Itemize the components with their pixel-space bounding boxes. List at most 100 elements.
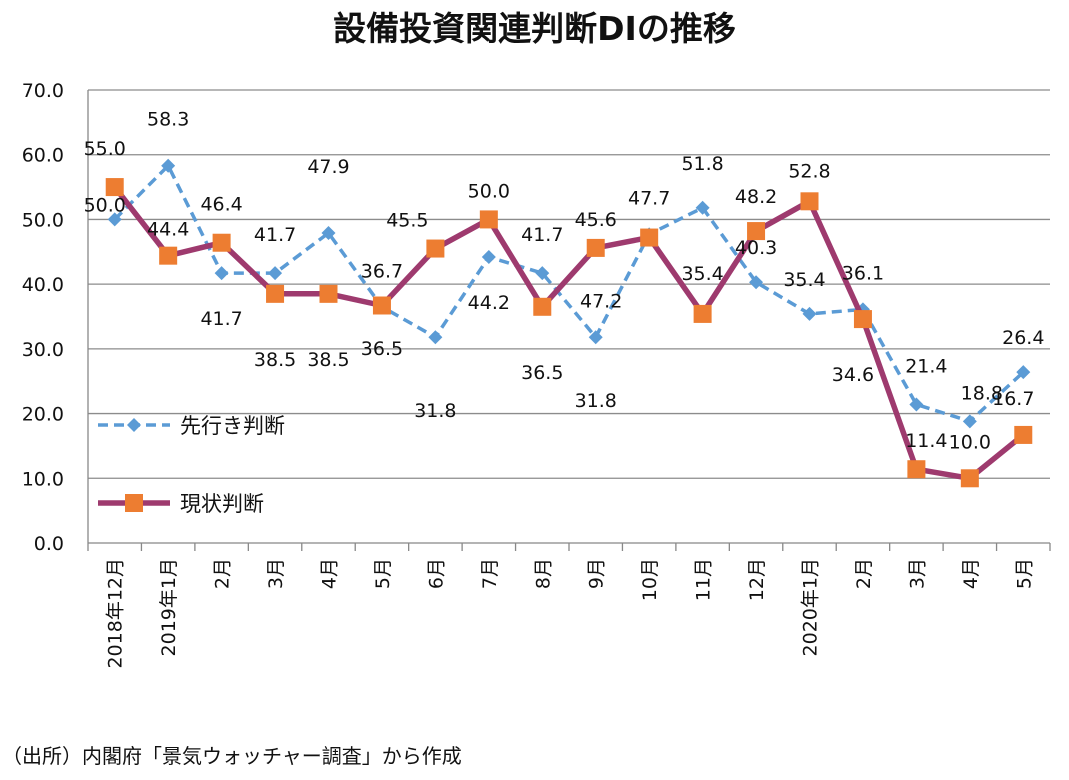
data-label-current: 35.4 [681, 263, 723, 285]
source-note: （出所）内閣府「景気ウォッチャー調査」から作成 [2, 744, 462, 768]
data-point-current [693, 304, 712, 323]
data-point-current [1014, 425, 1033, 444]
y-tick-label: 20.0 [22, 404, 64, 426]
data-point-future [588, 330, 603, 345]
data-point-future [802, 306, 817, 321]
x-tick-label: 11月 [693, 558, 715, 601]
x-tick-label: 2020年1月 [800, 558, 822, 656]
data-point-future [695, 200, 710, 215]
y-tick-label: 70.0 [22, 80, 64, 102]
data-label-current: 16.7 [992, 388, 1034, 410]
series-group [105, 158, 1033, 488]
data-label-current: 36.7 [361, 260, 403, 282]
data-point-current [960, 469, 979, 488]
data-label-future: 35.4 [783, 269, 825, 291]
x-tick-label: 10月 [639, 558, 661, 601]
x-tick-label: 5月 [372, 558, 394, 589]
x-tick-label: 3月 [906, 558, 928, 589]
y-tick-label: 0.0 [34, 533, 64, 555]
data-label-future: 36.1 [842, 262, 884, 284]
x-tick-label: 9月 [586, 558, 608, 589]
x-tick-label: 2月 [212, 558, 234, 589]
data-label-future: 31.8 [414, 400, 456, 422]
data-label-current: 52.8 [788, 160, 830, 182]
legend-label-future: 先行き判断 [180, 414, 285, 438]
data-point-current [533, 297, 552, 316]
y-tick-label: 60.0 [22, 145, 64, 167]
data-label-current: 45.6 [575, 209, 617, 231]
data-point-current [479, 210, 498, 229]
data-label-future: 21.4 [905, 356, 947, 378]
data-point-future [535, 266, 550, 281]
x-tick-label: 5月 [1013, 558, 1035, 589]
data-label-future: 41.7 [521, 224, 563, 246]
data-label-current: 10.0 [949, 431, 991, 453]
data-label-current: 45.5 [386, 210, 428, 232]
data-point-current [907, 460, 926, 479]
data-point-future [962, 414, 977, 429]
data-labels: 50.0 58.3 41.7 41.7 47.9 36.5 31.8 44.2 41.7 31.8… [84, 109, 1045, 454]
data-label-future: 36.5 [361, 338, 403, 360]
data-point-current [747, 222, 766, 241]
data-label-future: 47.9 [307, 156, 349, 178]
data-point-future [268, 266, 283, 281]
legend-marker-future [127, 418, 141, 432]
data-point-current [212, 233, 231, 252]
data-label-current: 55.0 [84, 138, 126, 160]
data-point-current [266, 284, 285, 303]
data-point-current [586, 238, 605, 257]
legend-label-current: 現状判断 [180, 492, 264, 516]
data-label-current: 48.2 [735, 186, 777, 208]
chart-title: 設備投資関連判断DIの推移 [333, 9, 736, 48]
x-tick-label: 12月 [746, 558, 768, 601]
data-label-future: 41.7 [200, 308, 242, 330]
data-point-current [105, 178, 124, 197]
y-tick-label: 50.0 [22, 209, 64, 231]
data-point-future [161, 158, 176, 173]
data-point-future [214, 266, 229, 281]
data-label-future: 31.8 [575, 390, 617, 412]
data-label-current: 34.6 [832, 364, 874, 386]
data-point-current [853, 310, 872, 329]
x-tick-label: 7月 [479, 558, 501, 589]
data-label-future: 41.7 [254, 224, 296, 246]
data-point-future [107, 212, 122, 227]
y-tick-label: 10.0 [22, 468, 64, 490]
data-label-future: 40.3 [735, 237, 777, 259]
legend-marker-current [125, 494, 143, 512]
data-label-current: 38.5 [307, 349, 349, 371]
data-label-future: 50.0 [84, 194, 126, 216]
data-point-future [749, 275, 764, 290]
data-point-future [428, 330, 443, 345]
x-tick-label: 3月 [265, 558, 287, 589]
data-point-current [319, 284, 338, 303]
x-tick-label: 2月 [853, 558, 875, 589]
data-label-current: 36.5 [521, 362, 563, 384]
data-label-current: 50.0 [468, 180, 510, 202]
data-label-current: 46.4 [200, 194, 242, 216]
data-point-future [909, 397, 924, 412]
y-axis: 0.0 10.0 20.0 30.0 40.0 50.0 60.0 70.0 [22, 80, 89, 555]
data-point-current [372, 296, 391, 315]
data-point-future [321, 226, 336, 241]
data-point-current [426, 239, 445, 258]
data-point-current [640, 228, 659, 247]
x-tick-label: 2018年12月 [105, 558, 127, 669]
y-tick-label: 30.0 [22, 339, 64, 361]
x-tick-label: 4月 [319, 558, 341, 589]
x-tick-label: 8月 [532, 558, 554, 589]
x-tick-label: 6月 [425, 558, 447, 589]
data-label-current: 38.5 [254, 349, 296, 371]
data-label-future: 18.8 [961, 382, 1003, 404]
data-point-future [481, 249, 496, 264]
data-point-current [800, 192, 819, 211]
data-label-future: 44.2 [468, 292, 510, 314]
y-tick-label: 40.0 [22, 274, 64, 296]
data-label-current: 47.2 [580, 291, 622, 313]
data-point-future [1016, 365, 1031, 380]
data-label-future: 26.4 [1002, 327, 1044, 349]
data-label-future: 47.7 [628, 187, 670, 209]
data-label-future: 51.8 [681, 153, 723, 175]
x-tick-label: 4月 [960, 558, 982, 589]
